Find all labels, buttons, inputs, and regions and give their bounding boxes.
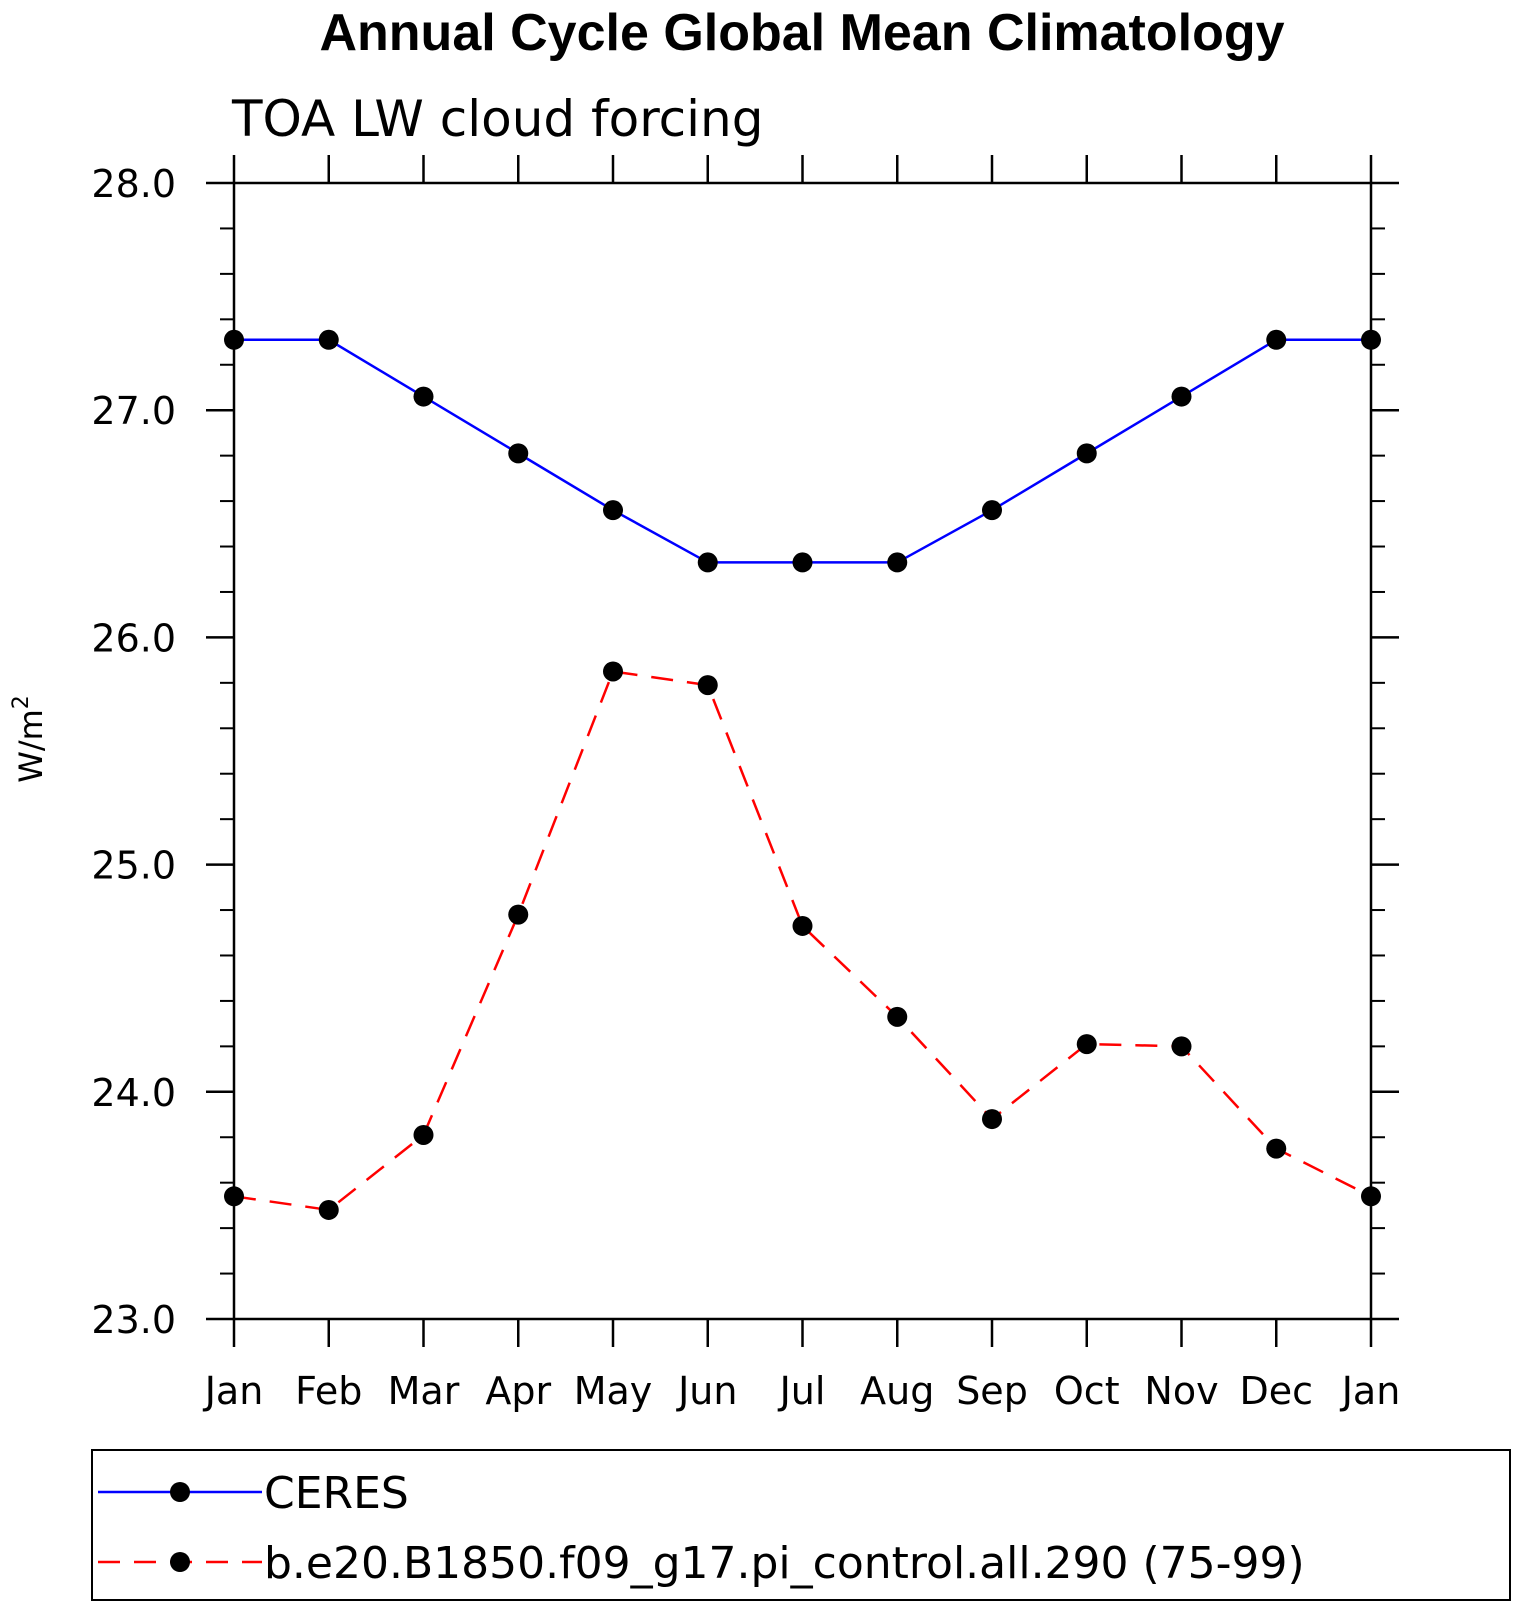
data-point (224, 329, 244, 350)
x-tick-label: Apr (485, 1369, 551, 1413)
data-point (1266, 1138, 1287, 1159)
x-tick-labels: Jan Feb Mar Apr May Jun Jul Aug Sep Oct Nov Dec Jan (203, 1369, 1401, 1413)
legend-label: b.e20.B1850.f09_g17.pi_control.all.290 (… (264, 1538, 1305, 1589)
axis-ticks (206, 155, 1399, 1347)
y-tick-label: 24.0 (91, 1071, 176, 1115)
chart-title: Annual Cycle Global Mean Climatology (319, 4, 1284, 62)
series-layer (224, 329, 1381, 1220)
x-tick-label: Oct (1054, 1369, 1120, 1413)
y-tick-label: 26.0 (91, 616, 176, 660)
data-point (887, 1006, 908, 1027)
x-tick-label: Nov (1144, 1369, 1218, 1413)
x-tick-label: Sep (956, 1369, 1028, 1413)
series-line (234, 338, 1371, 564)
data-point (413, 1124, 434, 1145)
data-point (603, 500, 623, 521)
data-point (982, 1109, 1002, 1130)
legend-entry-1: CERES (98, 1468, 409, 1519)
data-point (697, 675, 718, 696)
series-1 (224, 329, 1381, 573)
data-point (1361, 1186, 1381, 1207)
x-tick-label: Jan (1340, 1369, 1401, 1413)
data-point (413, 386, 434, 407)
legend-box (91, 1449, 1511, 1601)
data-point (1266, 329, 1287, 350)
data-point (1076, 443, 1097, 464)
legend-entry-2: b.e20.B1850.f09_g17.pi_control.all.290 (… (98, 1538, 1305, 1589)
x-tick-label: Aug (860, 1369, 934, 1413)
data-point (792, 552, 813, 573)
data-point (1171, 1036, 1192, 1057)
series-2 (224, 661, 1381, 1220)
data-point (1076, 1034, 1097, 1055)
x-tick-label: Dec (1239, 1369, 1313, 1413)
x-tick-label: Mar (388, 1369, 460, 1413)
x-tick-label: Feb (295, 1369, 362, 1413)
y-tick-label: 27.0 (91, 389, 176, 433)
x-tick-label: Jan (203, 1369, 264, 1413)
data-point (792, 915, 813, 936)
y-tick-labels: 23.0 24.0 25.0 26.0 27.0 28.0 (91, 162, 176, 1342)
y-axis-label: W/m2 (9, 695, 50, 783)
legend-marker (170, 1552, 190, 1572)
series-line (233, 670, 1372, 1212)
legend-marker (170, 1482, 190, 1502)
data-point (1171, 386, 1192, 407)
data-point (1361, 329, 1381, 350)
x-tick-label: Jul (778, 1369, 826, 1413)
legend-entries: CERES b.e20.B1850.f09_g17.pi_control.all.… (98, 1468, 1305, 1589)
data-point (318, 329, 339, 350)
y-tick-label: 25.0 (91, 844, 176, 888)
data-point (508, 904, 529, 925)
data-point (697, 552, 718, 573)
y-axis-label-superscript: 2 (9, 695, 34, 709)
data-point (224, 1186, 244, 1207)
chart-subtitle: TOA LW cloud forcing (231, 90, 763, 148)
y-tick-label: 23.0 (91, 1298, 176, 1342)
data-point (887, 552, 908, 573)
data-point (508, 443, 529, 464)
x-tick-label: May (574, 1369, 653, 1413)
data-point (982, 500, 1002, 521)
data-point (603, 661, 623, 682)
y-axis-label-text: W/m (12, 709, 50, 783)
data-point (318, 1199, 339, 1220)
svg-text:W/m2: W/m2 (9, 695, 50, 783)
x-tick-label: Jun (676, 1369, 737, 1413)
legend: CERES b.e20.B1850.f09_g17.pi_control.all.… (91, 1449, 1511, 1601)
y-tick-label: 28.0 (91, 162, 176, 206)
legend-label: CERES (264, 1468, 409, 1519)
